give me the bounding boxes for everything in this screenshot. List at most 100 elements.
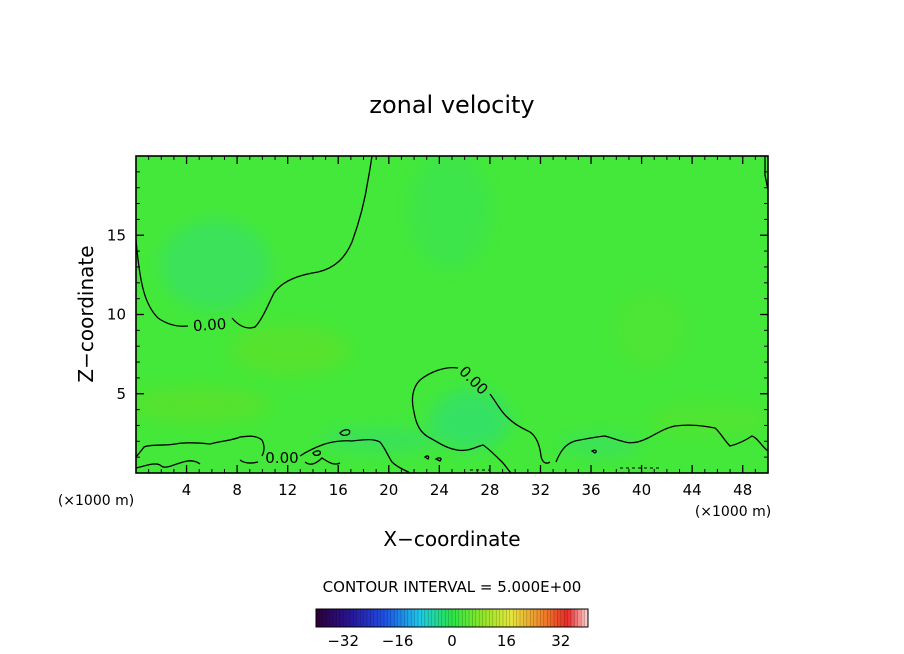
contour-interval-label: CONTOUR INTERVAL = 5.000E+00	[323, 578, 582, 596]
colorbar-swatch	[373, 609, 378, 627]
colorbar-swatch	[343, 609, 347, 627]
x-unit-left: (×1000 m)	[58, 493, 134, 509]
colorbar-swatch	[448, 609, 453, 627]
colorbar-swatch	[367, 609, 371, 627]
colorbar-swatch	[380, 609, 385, 627]
contour-upper-left	[136, 156, 373, 329]
colorbar-swatch	[540, 609, 545, 627]
colorbar-tick-label: 16	[497, 632, 516, 650]
plot-area	[136, 156, 768, 473]
contour-right-edge	[764, 156, 768, 191]
colorbar-swatch	[530, 609, 534, 627]
colorbar-swatch	[326, 609, 330, 627]
colorbar-swatch	[316, 609, 320, 627]
colorbar-swatch	[574, 609, 579, 627]
x-tick-label: 36	[581, 481, 600, 499]
x-axis-ticks: 4 8 12 16 20 24 28 32 36 40 44 48	[148, 156, 756, 499]
colorbar-swatch	[387, 609, 392, 627]
chart-title: zonal velocity	[369, 91, 534, 119]
colorbar-swatch	[533, 609, 538, 627]
x-tick-label: 40	[632, 481, 651, 499]
colorbar-swatch	[424, 609, 429, 627]
colorbar-swatch	[462, 609, 466, 627]
colorbar-swatch	[363, 609, 368, 627]
colorbar-swatch	[465, 609, 470, 627]
colorbar-swatch	[336, 609, 341, 627]
colorbar-swatch	[526, 609, 531, 627]
colorbar-swatch	[496, 609, 500, 627]
contour-small-loop-3	[423, 455, 430, 460]
field-shading	[136, 156, 768, 455]
colorbar-swatch	[523, 609, 528, 627]
colorbar-swatch	[322, 609, 327, 627]
colorbar-swatch	[401, 609, 405, 627]
colorbar-swatch	[479, 609, 483, 627]
colorbar-swatch	[377, 609, 381, 627]
x-tick-label: 24	[430, 481, 449, 499]
colorbar-swatch	[319, 609, 324, 627]
colorbar-swatch	[537, 609, 541, 627]
colorbar-swatch	[435, 609, 439, 627]
colorbar-swatch	[581, 609, 585, 627]
colorbar-swatch	[509, 609, 514, 627]
colorbar-swatch	[418, 609, 422, 627]
contour-label-1: 0.00	[192, 315, 227, 335]
colorbar-swatch	[411, 609, 415, 627]
contour-small-loop-2	[312, 450, 322, 457]
colorbar-tick-label: 32	[551, 632, 570, 650]
colorbar-swatch	[370, 609, 375, 627]
colorbar-swatch	[567, 609, 572, 627]
y-tick-label: 10	[107, 306, 126, 324]
colorbar-tick-labels: −32 −16 0 16 32	[327, 632, 570, 650]
x-tick-label: 4	[182, 481, 192, 499]
dashed-contour-bottom	[470, 467, 660, 471]
colorbar-swatch	[428, 609, 432, 627]
colorbar-swatch	[458, 609, 463, 627]
colorbar-swatch	[489, 609, 494, 627]
x-unit-right: (×1000 m)	[695, 504, 771, 520]
colorbar-swatch	[557, 609, 562, 627]
colorbar-swatch	[431, 609, 436, 627]
colorbar-swatch	[503, 609, 507, 627]
colorbar-swatch	[356, 609, 361, 627]
colorbar-swatch	[394, 609, 398, 627]
x-tick-label: 32	[531, 481, 550, 499]
colorbar-swatch	[560, 609, 565, 627]
colorbar-swatch	[452, 609, 456, 627]
colorbar-tick-label: −16	[382, 632, 414, 650]
colorbar-swatch	[543, 609, 548, 627]
x-tick-label: 20	[379, 481, 398, 499]
x-tick-label: 8	[232, 481, 242, 499]
colorbar-swatch	[438, 609, 443, 627]
colorbar-swatch	[550, 609, 555, 627]
colorbar-swatch	[329, 609, 334, 627]
colorbar-swatch	[350, 609, 354, 627]
contour-bottom	[136, 424, 768, 473]
colorbar-swatch	[554, 609, 558, 627]
colorbar-swatch	[445, 609, 449, 627]
x-tick-label: 12	[278, 481, 297, 499]
colorbar-swatch	[513, 609, 517, 627]
colorbar-swatch	[390, 609, 395, 627]
x-axis-label: X−coordinate	[383, 527, 520, 551]
x-tick-label: 28	[480, 481, 499, 499]
colorbar-swatch	[339, 609, 344, 627]
colorbar-tick-label: 0	[447, 632, 457, 650]
y-axis-ticks: 5 10 15	[107, 171, 768, 458]
colorbar-swatch	[520, 609, 524, 627]
colorbar-swatch	[486, 609, 490, 627]
colorbar-swatch	[577, 609, 582, 627]
x-tick-label: 16	[329, 481, 348, 499]
contour-small-loop-4	[434, 457, 442, 462]
colorbar-tick-label: −32	[327, 632, 359, 650]
colorbar-swatch	[475, 609, 480, 627]
colorbar-swatch	[506, 609, 511, 627]
colorbar-swatch	[384, 609, 388, 627]
x-tick-label: 44	[683, 481, 702, 499]
y-tick-label: 5	[116, 385, 126, 403]
colorbar-swatch	[333, 609, 337, 627]
colorbar-swatch	[397, 609, 402, 627]
y-tick-label: 15	[107, 226, 126, 244]
colorbar-swatch	[499, 609, 504, 627]
